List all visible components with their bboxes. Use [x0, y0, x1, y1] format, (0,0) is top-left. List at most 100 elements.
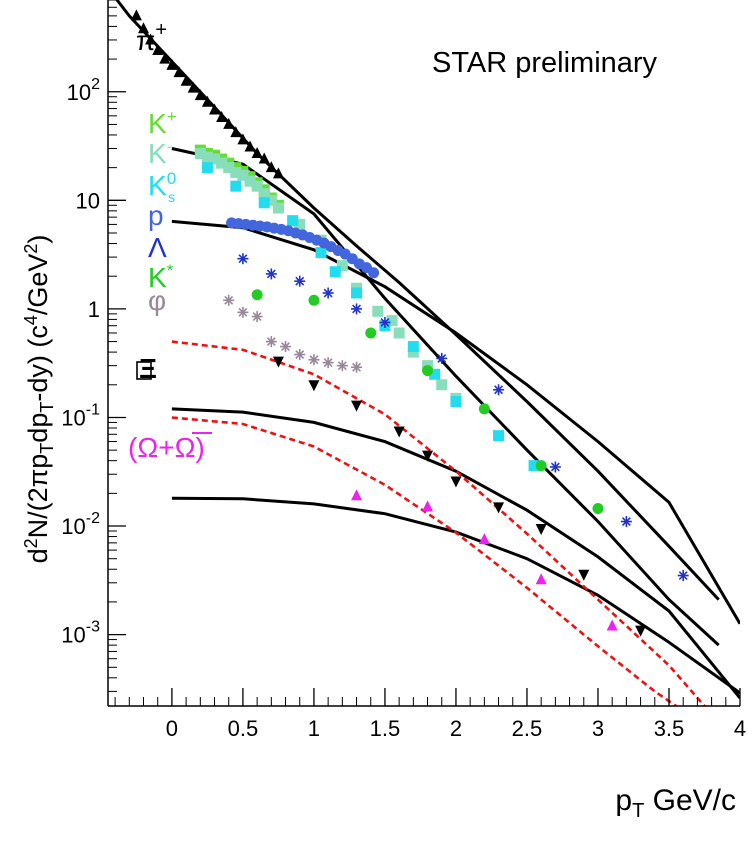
- fit-curve-4: [171, 496, 740, 695]
- point-pi-19: [265, 161, 277, 173]
- point-kminus-11: [272, 202, 284, 214]
- point-lambda-10: [677, 570, 689, 582]
- legend-item-pi: π+: [136, 19, 167, 56]
- point-ks-4: [315, 247, 327, 259]
- point-pi-18: [258, 152, 270, 164]
- x-axis-label: pT GeV/c: [615, 784, 736, 822]
- legend-item-phi: φ: [148, 285, 166, 316]
- point-phi-1: [237, 306, 249, 318]
- point-kminus-2: [209, 153, 221, 165]
- point-lambda-4: [351, 303, 363, 315]
- point-omega-2: [478, 533, 490, 545]
- point-pi-7: [180, 74, 192, 86]
- legend-item-xi: Ξ: [139, 353, 157, 384]
- point-pi-15: [237, 133, 249, 145]
- fit-curves: [115, 0, 740, 706]
- point-pi-20: [272, 167, 284, 179]
- fit-curve-3: [171, 407, 740, 700]
- point-kstar-1: [308, 294, 320, 306]
- point-pi-17: [251, 146, 263, 158]
- point-ks-8: [407, 341, 419, 353]
- point-lambda-5: [379, 316, 391, 328]
- point-lambda-0: [237, 253, 249, 265]
- point-lambda-3: [322, 287, 334, 299]
- point-omega-3: [535, 573, 547, 585]
- legend-item-kminus: K-: [148, 137, 172, 169]
- point-kminus-1: [201, 151, 213, 163]
- y-tick-label-4: 10: [76, 188, 100, 213]
- point-pi-11: [209, 103, 221, 115]
- point-xi-9: [635, 625, 647, 637]
- point-pi-12: [216, 110, 228, 122]
- legend-item-ks: K0 s: [148, 169, 176, 205]
- point-kstar-6: [592, 503, 604, 515]
- legend-item-kplus: K+: [148, 107, 177, 139]
- point-pi-2: [145, 33, 157, 45]
- point-pi-14: [230, 126, 242, 138]
- fit-curve-2: [171, 219, 740, 625]
- point-pi-13: [223, 117, 235, 129]
- x-tick-label-2: 1: [308, 716, 320, 741]
- point-p-20: [368, 267, 380, 279]
- y-tick-label-5: 102: [67, 76, 100, 105]
- point-kminus-8: [251, 180, 263, 192]
- point-kminus-10: [265, 194, 277, 206]
- point-phi-9: [351, 361, 363, 373]
- point-kminus-7: [244, 175, 256, 187]
- point-kminus-18: [393, 327, 405, 339]
- point-kminus-3: [216, 157, 228, 169]
- point-ks-11: [493, 430, 505, 442]
- point-phi-3: [265, 336, 277, 348]
- fit-curve-0: [115, 0, 720, 601]
- point-pi-6: [173, 66, 185, 78]
- y-axis-label: d2N/(2πpTdpT-dy) (c4/GeV2): [21, 235, 57, 564]
- point-pi-0: [130, 9, 142, 21]
- point-lambda-8: [549, 461, 561, 473]
- point-ks-2: [258, 197, 270, 209]
- point-pi-9: [194, 89, 206, 101]
- point-xi-4: [422, 450, 434, 462]
- x-tick-label-1: 0.5: [228, 716, 259, 741]
- annotation-star-preliminary: STAR preliminary: [432, 47, 658, 79]
- point-pi-3: [152, 43, 164, 55]
- point-ks-12: [528, 460, 540, 472]
- fit-curve-5: [171, 340, 706, 706]
- point-ks-1: [230, 180, 242, 192]
- point-xi-6: [493, 502, 505, 514]
- point-omega-1: [422, 500, 434, 512]
- point-ks-9: [429, 368, 441, 380]
- point-kstar-4: [478, 403, 490, 415]
- point-ks-10: [450, 396, 462, 408]
- point-ks-0: [201, 162, 213, 174]
- point-ks-5: [329, 266, 341, 278]
- point-ks-6: [351, 287, 363, 299]
- point-kminus-6: [237, 169, 249, 181]
- point-kminus-4: [223, 162, 235, 174]
- point-xi-7: [535, 523, 547, 535]
- point-pi-1: [138, 22, 150, 34]
- y-tick-label-0: 10-3: [61, 619, 100, 648]
- point-lambda-6: [436, 352, 448, 364]
- fit-curve-6: [171, 416, 677, 706]
- point-kstar-2: [365, 327, 377, 339]
- point-xi-0: [272, 356, 284, 368]
- point-omega-0: [351, 489, 363, 501]
- y-tick-label-3: 1: [88, 297, 100, 322]
- x-tick-label-0: 0: [166, 716, 178, 741]
- point-kminus-0: [194, 147, 206, 159]
- point-pi-16: [244, 140, 256, 152]
- point-kminus-16: [372, 305, 384, 317]
- point-pi-5: [166, 58, 178, 70]
- point-lambda-1: [265, 268, 277, 280]
- point-phi-2: [251, 311, 263, 323]
- point-omega-4: [606, 619, 618, 631]
- point-phi-8: [336, 360, 348, 372]
- legend-item-kstar: K*: [148, 261, 174, 293]
- point-kstar-3: [422, 365, 434, 377]
- point-phi-7: [322, 357, 334, 369]
- x-tick-label-6: 3: [592, 716, 604, 741]
- x-tick-label-5: 2.5: [512, 716, 543, 741]
- point-kstar-0: [251, 289, 263, 301]
